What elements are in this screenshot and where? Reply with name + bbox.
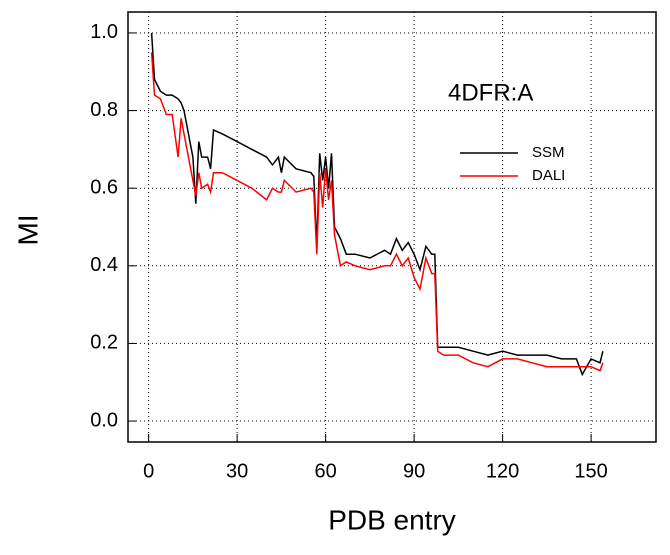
y-tick-label: 0.2 xyxy=(90,332,118,354)
x-tick-label: 30 xyxy=(226,460,248,482)
y-tick-label: 0.8 xyxy=(90,99,118,121)
y-tick-label: 0.0 xyxy=(90,409,118,431)
legend-label: SSM xyxy=(532,144,565,161)
plot-frame xyxy=(127,11,657,443)
x-tick-label: 0 xyxy=(143,460,154,482)
x-tick-label: 60 xyxy=(315,460,337,482)
legend-label: DALI xyxy=(532,167,565,184)
data-line xyxy=(150,32,604,377)
y-tick-label: 0.6 xyxy=(90,176,118,198)
y-tick-label: 0.4 xyxy=(90,254,118,276)
x-tick-label: 120 xyxy=(486,460,519,482)
annotation: 4DFR:A xyxy=(448,79,533,106)
data-line xyxy=(150,52,604,372)
y-tick-label: 1.0 xyxy=(90,21,118,43)
y-axis-label: MI xyxy=(12,214,43,245)
x-tick-label: 150 xyxy=(574,460,607,482)
x-axis-label: PDB entry xyxy=(328,504,456,535)
x-tick-label: 90 xyxy=(403,460,425,482)
